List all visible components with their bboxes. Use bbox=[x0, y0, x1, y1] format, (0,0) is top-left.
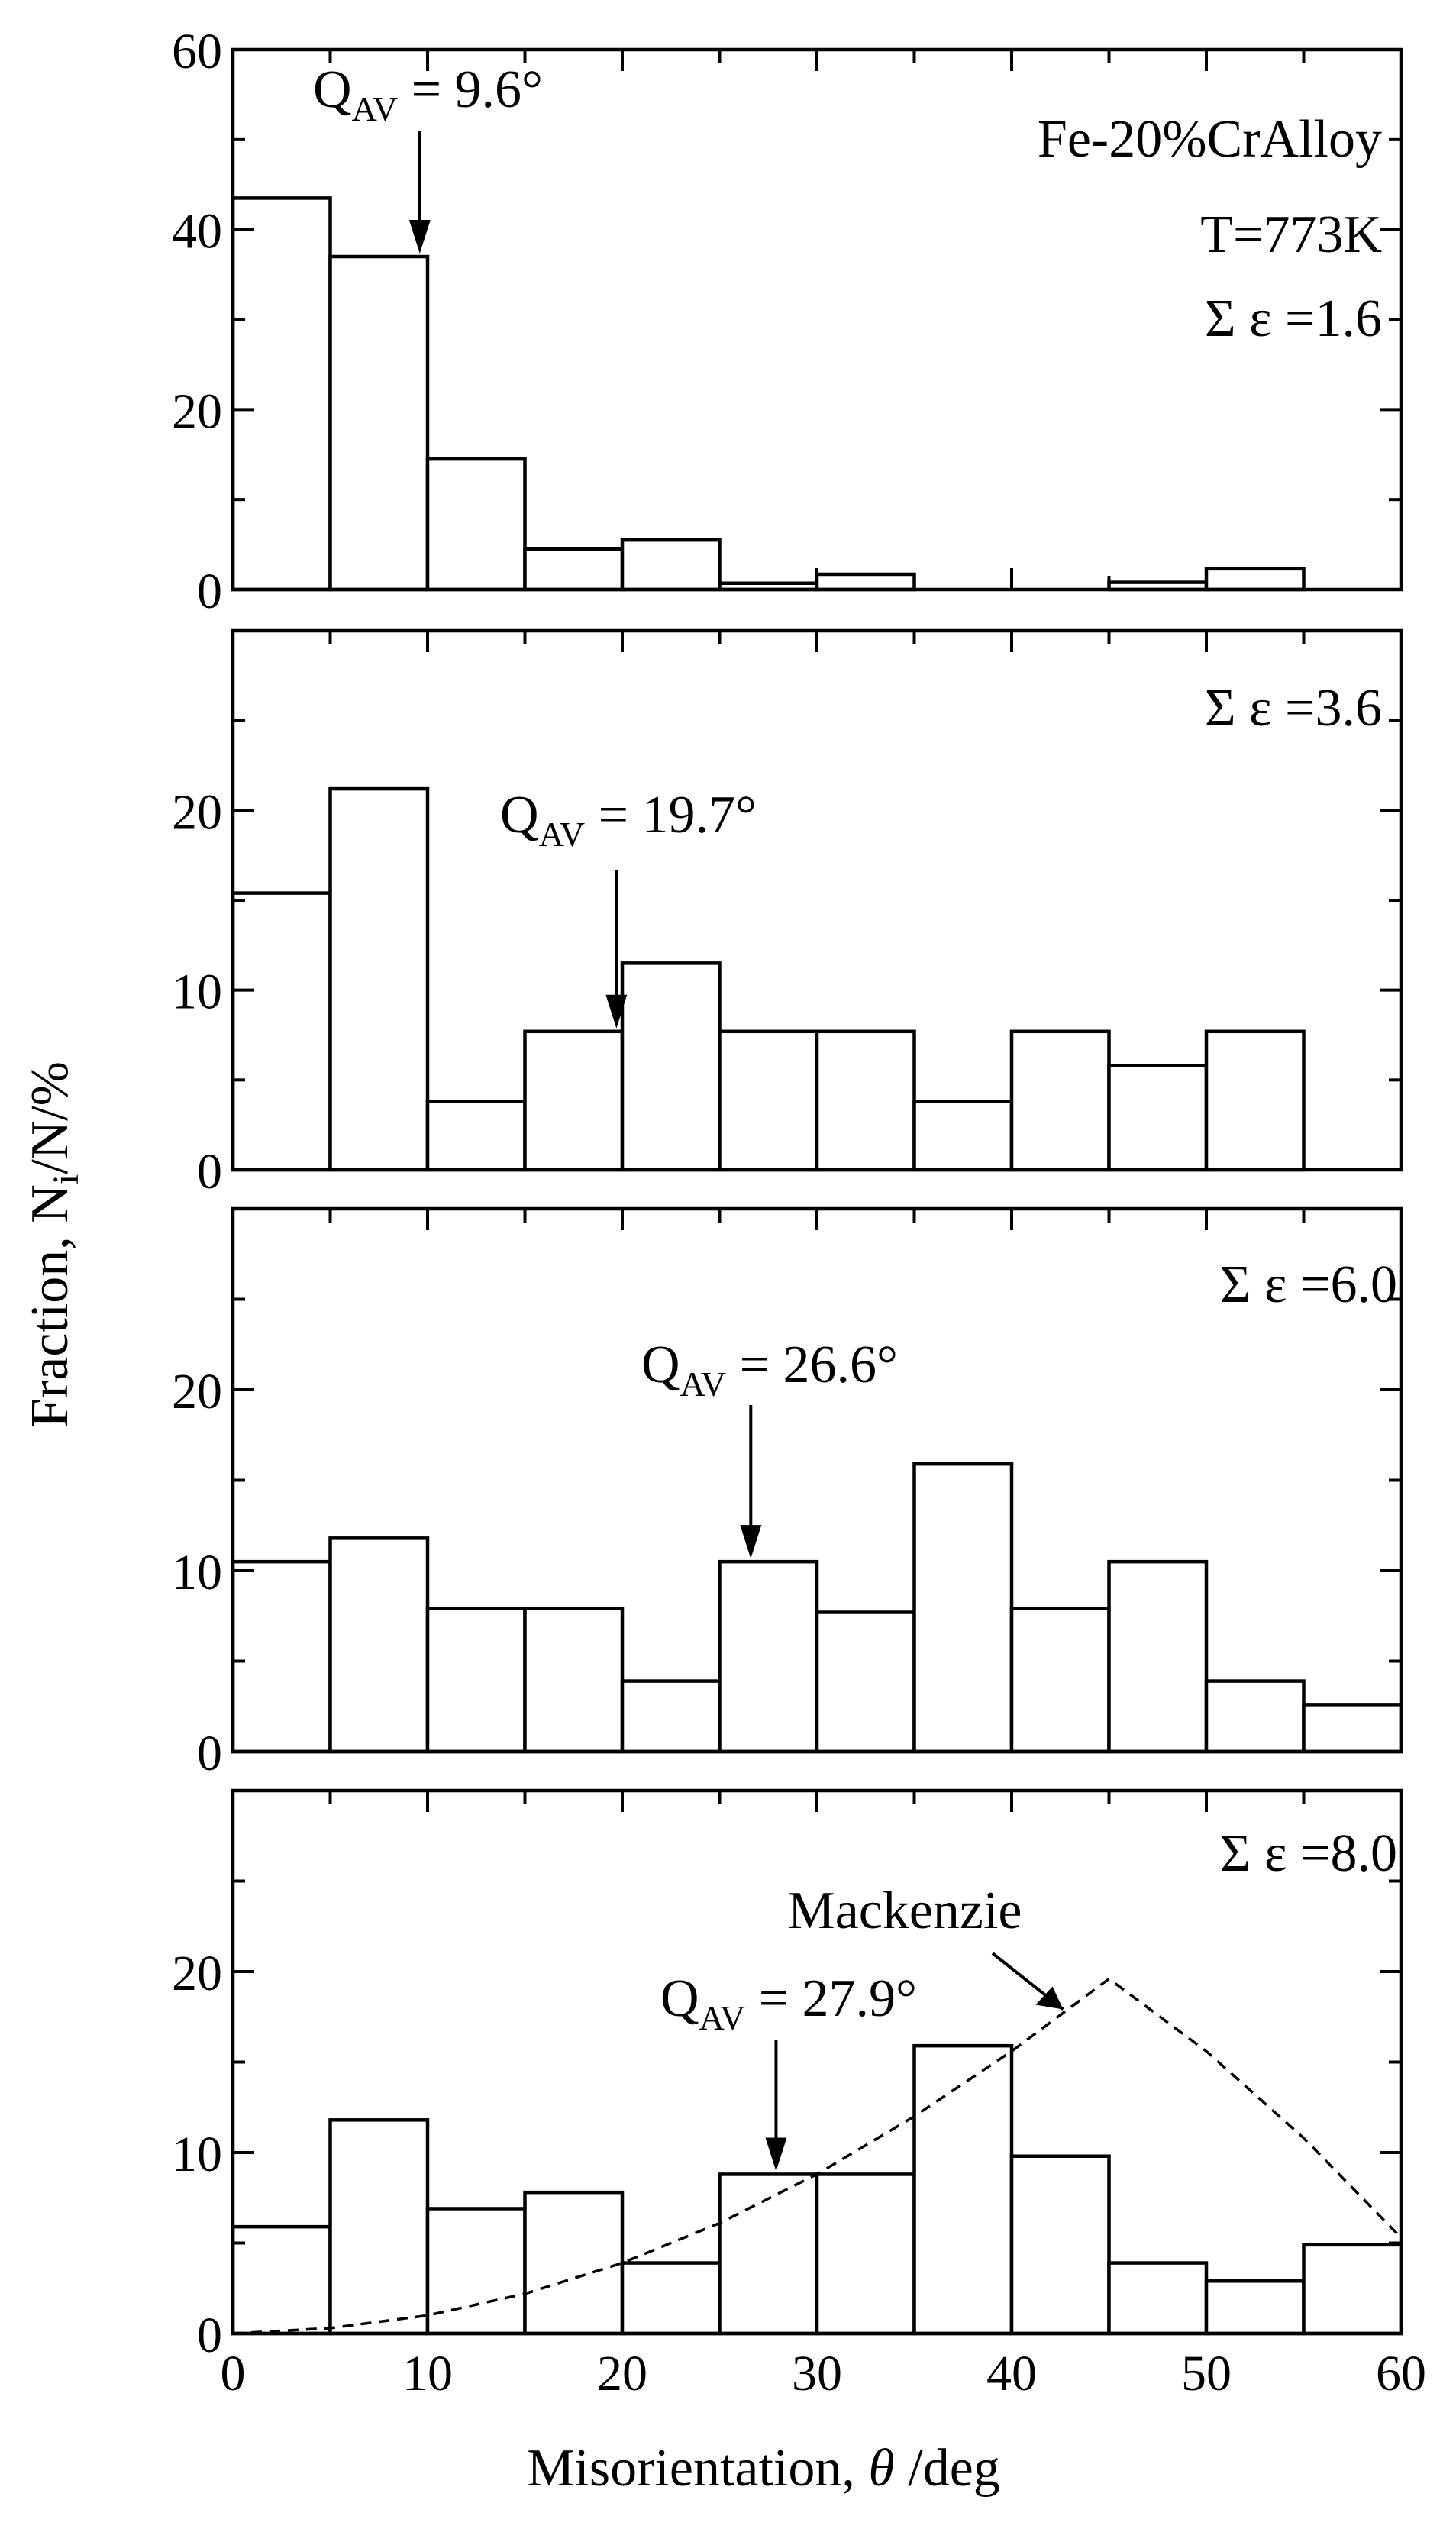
q-av-label: QAV = 19.7° bbox=[500, 786, 757, 854]
q-av-arrow-head bbox=[765, 2137, 787, 2172]
y-tick-label: 10 bbox=[172, 964, 222, 1020]
bar bbox=[425, 457, 527, 592]
y-tick-label: 0 bbox=[197, 2308, 222, 2363]
y-tick-label: 20 bbox=[172, 383, 222, 439]
panel-label: Σ ε =3.6 bbox=[1205, 679, 1382, 738]
q-av-label: QAV = 26.6° bbox=[641, 1336, 898, 1403]
panel-label: T=773K bbox=[1200, 205, 1382, 264]
x-tick-label: 50 bbox=[1181, 2346, 1232, 2401]
panel-1: 0 20 40 60 Fe-20%CrAlloy T=773K Σ ε =1.6 QAV = … bbox=[172, 24, 1403, 619]
bar bbox=[328, 1536, 430, 1754]
q-av-label: QAV = 9.6° bbox=[313, 60, 543, 128]
panel-3: 0 10 20 Σ ε =6.0 QAV = 26.6° bbox=[172, 1206, 1403, 1781]
y-tick-label: 20 bbox=[172, 1946, 222, 2001]
bar bbox=[1009, 1607, 1111, 1754]
bar bbox=[912, 1462, 1014, 1754]
q-av-arrow-head bbox=[408, 220, 431, 254]
bar bbox=[1009, 2154, 1111, 2336]
y-axis-title-sub: i bbox=[46, 1174, 86, 1184]
bar bbox=[1107, 1064, 1209, 1172]
bar bbox=[912, 1100, 1014, 1172]
x-axis-title-symbol: θ bbox=[868, 2439, 894, 2498]
bar bbox=[231, 196, 332, 592]
y-tick-label: 60 bbox=[172, 24, 222, 79]
y-tick-label: 0 bbox=[197, 564, 222, 619]
panel-label: Σ ε =6.0 bbox=[1220, 1255, 1397, 1314]
y-tick-label: 20 bbox=[172, 1364, 222, 1420]
bar bbox=[1204, 1029, 1306, 1172]
panels: 0 20 40 60 Fe-20%CrAlloy T=773K Σ ε =1.6 QAV = … bbox=[172, 24, 1426, 2401]
bar bbox=[1204, 1679, 1306, 1754]
bar bbox=[328, 786, 430, 1172]
y-tick-label: 40 bbox=[172, 204, 222, 260]
q-av-label: QAV = 27.9° bbox=[660, 1969, 917, 2037]
bar bbox=[815, 572, 916, 592]
bar bbox=[1107, 2261, 1209, 2336]
bar bbox=[425, 1607, 527, 1754]
x-tick-label: 40 bbox=[986, 2346, 1037, 2401]
bar bbox=[1204, 567, 1306, 592]
q-av-arrow-head bbox=[605, 994, 628, 1029]
bar bbox=[523, 1029, 625, 1172]
bar bbox=[328, 2118, 430, 2336]
y-axis-title-suffix: /N/% bbox=[21, 1061, 79, 1174]
bar bbox=[1009, 1029, 1111, 1172]
panel-label: Σ ε =1.6 bbox=[1205, 289, 1382, 348]
x-tick-label: 0 bbox=[221, 2346, 246, 2401]
bar bbox=[815, 1610, 916, 1754]
x-tick-label: 60 bbox=[1376, 2346, 1426, 2401]
x-tick-label: 10 bbox=[402, 2346, 453, 2401]
panel-label: Fe-20%CrAlloy bbox=[1038, 110, 1382, 169]
bar bbox=[718, 1029, 819, 1172]
bar bbox=[620, 2261, 722, 2336]
y-axis-title: Fraction, Ni/N/% bbox=[21, 1061, 86, 1428]
bar bbox=[231, 891, 332, 1172]
bar bbox=[231, 1559, 332, 1754]
x-axis-title-prefix: Misorientation, bbox=[527, 2439, 868, 2498]
y-tick-label: 10 bbox=[172, 2127, 222, 2182]
bar bbox=[815, 1029, 916, 1172]
y-tick-label: 10 bbox=[172, 1545, 222, 1600]
bar bbox=[718, 1559, 819, 1754]
bar bbox=[425, 2207, 527, 2336]
bar bbox=[1302, 2243, 1403, 2336]
bar bbox=[1302, 1703, 1403, 1754]
mackenzie-pointer-head bbox=[1035, 1986, 1064, 2010]
bar bbox=[328, 254, 430, 592]
y-tick-label: 20 bbox=[172, 784, 222, 840]
x-tick-label: 30 bbox=[792, 2346, 842, 2401]
bar bbox=[620, 538, 722, 592]
mackenzie-curve bbox=[232, 1977, 1403, 2335]
q-av-arrow-head bbox=[740, 1525, 762, 1559]
bar bbox=[425, 1100, 527, 1172]
panel-label: Σ ε =8.0 bbox=[1220, 1824, 1397, 1883]
bar bbox=[523, 547, 625, 592]
bar bbox=[523, 2190, 625, 2336]
bar bbox=[620, 961, 722, 1172]
x-axis-title-suffix: /deg bbox=[895, 2439, 1000, 2498]
bar bbox=[815, 2172, 916, 2336]
bar bbox=[1107, 1559, 1209, 1754]
y-tick-label: 0 bbox=[197, 1144, 222, 1200]
y-axis-title-prefix: Fraction, N bbox=[21, 1184, 79, 1428]
bar bbox=[1204, 2279, 1306, 2336]
bar bbox=[718, 2172, 819, 2336]
bar bbox=[620, 1679, 722, 1754]
bar bbox=[231, 2224, 332, 2336]
y-tick-label: 0 bbox=[197, 1726, 222, 1781]
x-axis-title: Misorientation, θ /deg bbox=[527, 2439, 1000, 2498]
panel-4: 0 10 20 Σ ε =8.0 Mackenzie QAV = 27.9° bbox=[172, 1788, 1403, 2363]
panel-2: 0 10 20 Σ ε =3.6 QAV = 19.7° bbox=[172, 628, 1403, 1200]
bar bbox=[912, 2043, 1014, 2336]
bar bbox=[523, 1607, 625, 1754]
x-tick-label: 20 bbox=[597, 2346, 647, 2401]
panel-label: Mackenzie bbox=[787, 1881, 1022, 1940]
